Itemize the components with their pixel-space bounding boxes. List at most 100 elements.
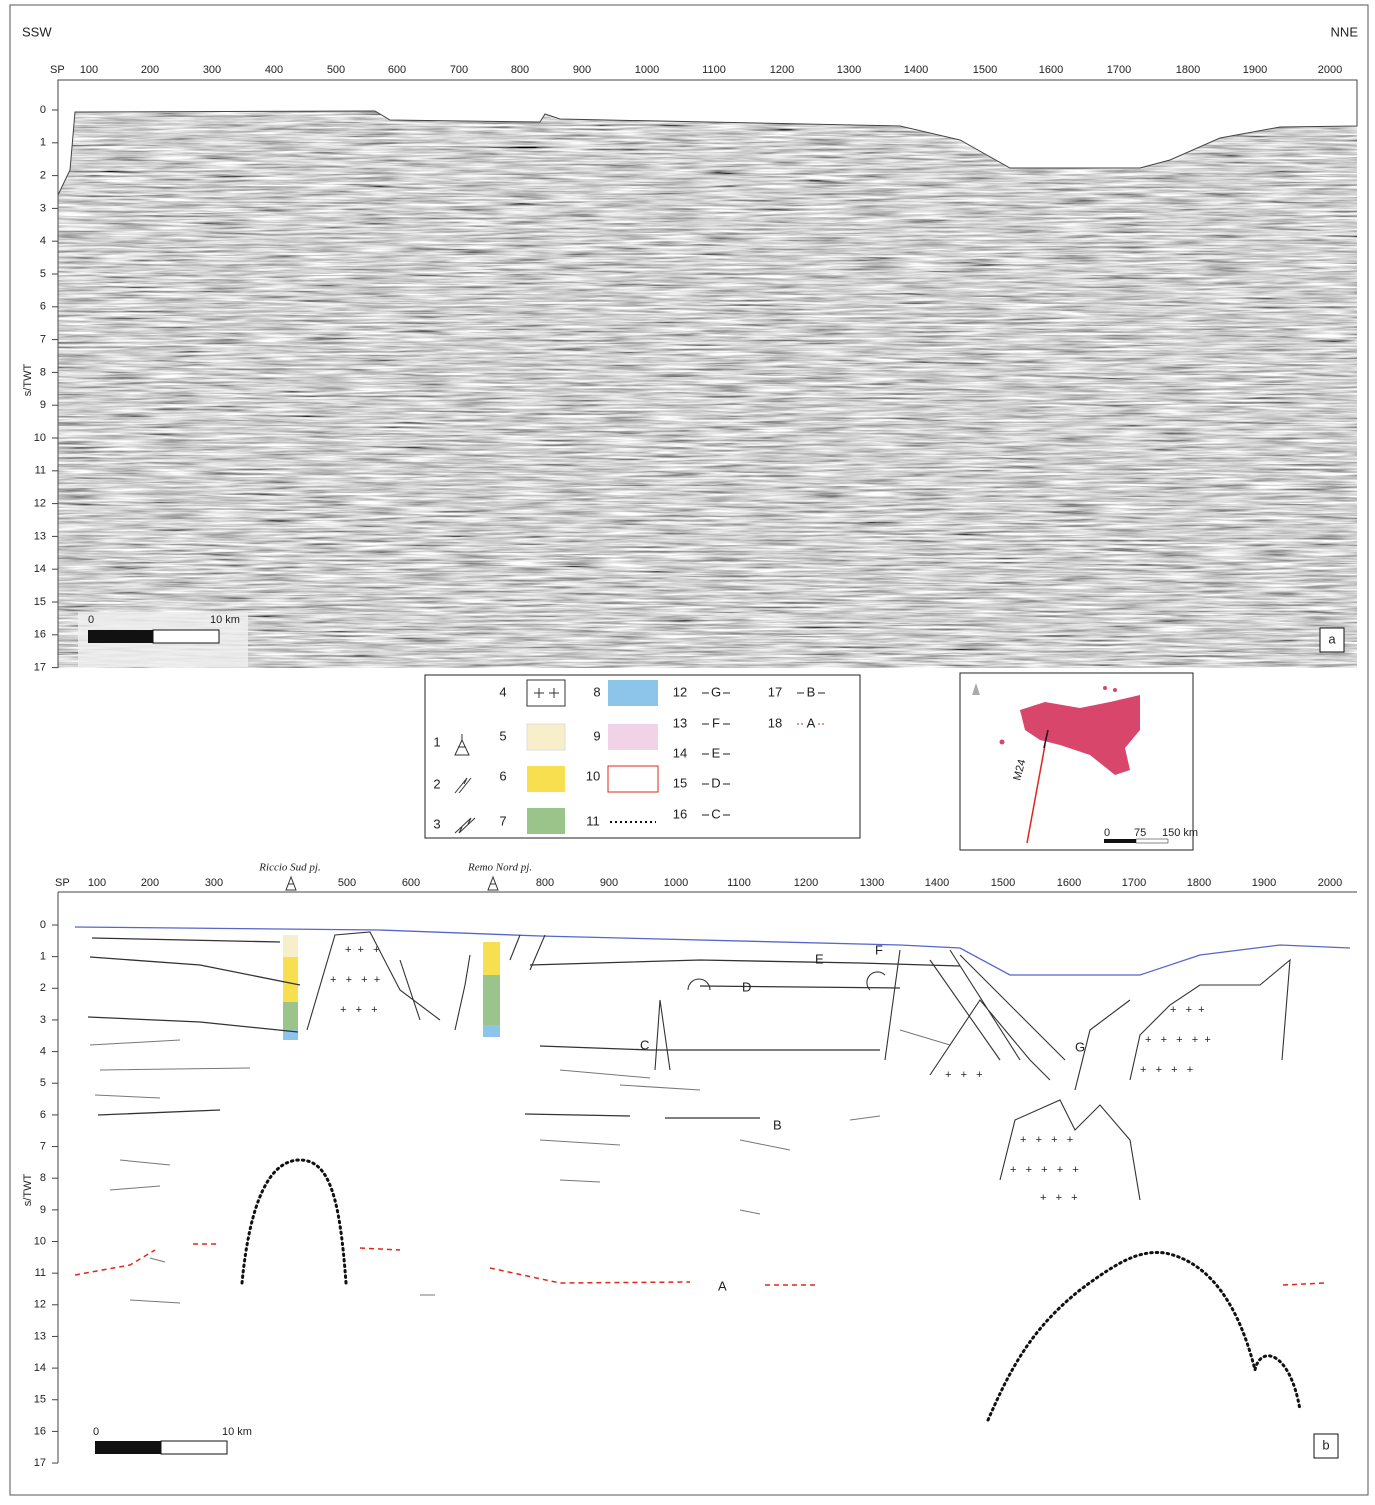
horizon-a (74, 1243, 1326, 1286)
well-column (283, 957, 298, 1002)
well-column (283, 1002, 298, 1030)
seismic-image (58, 80, 1357, 668)
svg-text:+ + +: + + + (945, 1069, 983, 1081)
right-label: NNE (1331, 24, 1359, 39)
sp-tick-label: 2000 (1318, 877, 1342, 889)
legend-number: 1 (433, 734, 440, 749)
body-outline (306, 931, 1291, 1201)
seabed (57, 79, 1358, 196)
legend-number: 12 (673, 684, 687, 699)
legend-number: 4 (499, 684, 506, 699)
legend-number: 6 (499, 768, 506, 783)
legend-label: F (712, 715, 720, 730)
y-tick-label: 15 (34, 596, 46, 608)
y-tick-label: 2 (40, 982, 46, 994)
sp-label: SP (55, 877, 70, 889)
sp-tick-label: 500 (327, 64, 345, 76)
sp-tick-label: 200 (141, 64, 159, 76)
legend-number: 13 (673, 715, 687, 730)
fault-symbol (454, 777, 472, 794)
map-scale-label: 0 (1104, 827, 1110, 839)
y-tick-label: 2 (40, 170, 46, 182)
scale-bar (88, 630, 153, 643)
sp-tick-label: 1500 (991, 877, 1015, 889)
horizon-label: G (1075, 1039, 1085, 1054)
sp-tick-label: 1000 (635, 64, 659, 76)
y-tick-label: 7 (40, 334, 46, 346)
sp-tick-label: 500 (338, 877, 356, 889)
y-tick-label: 6 (40, 301, 46, 313)
svg-text:+ + + +: + + + + (1140, 1064, 1193, 1076)
y-tick-label: 12 (34, 498, 46, 510)
legend (424, 674, 861, 839)
map-scale-label: 150 km (1162, 827, 1198, 839)
sp-tick-label: 300 (203, 64, 221, 76)
y-tick-label: 16 (34, 1425, 46, 1437)
sp-tick-label: 100 (88, 877, 106, 889)
sp-tick-label: 900 (573, 64, 591, 76)
y-tick-label: 4 (40, 1046, 46, 1058)
map-scale (1104, 839, 1136, 843)
island (1113, 688, 1117, 692)
swatch-cross (534, 688, 559, 698)
profile-line (1043, 729, 1049, 749)
y-label: s/TWT (22, 1174, 34, 1207)
sp-tick-label: 1000 (664, 877, 688, 889)
sp-tick-label: 600 (402, 877, 420, 889)
sp-tick-label: 1900 (1252, 877, 1276, 889)
sp-tick-label: 1200 (770, 64, 794, 76)
y-tick-label: 5 (40, 1077, 46, 1089)
legend-number: 8 (593, 684, 600, 699)
sp-tick-label: 2000 (1318, 64, 1342, 76)
well-column (483, 975, 500, 1025)
y-tick-label: 14 (34, 563, 46, 575)
y-tick-label: 6 (40, 1109, 46, 1121)
legend-number: 5 (499, 728, 506, 743)
horizon-label: B (773, 1117, 782, 1132)
horizon-label: A (718, 1278, 727, 1293)
horizon-label: E (815, 951, 824, 966)
svg-text:+ + +: + + + (340, 1004, 378, 1016)
y-tick-label: 15 (34, 1394, 46, 1406)
legend-label: G (711, 684, 721, 699)
well-symbol (454, 734, 470, 756)
panel-label: a (1328, 631, 1336, 646)
y-tick-label: 17 (34, 1457, 46, 1469)
sp-tick-label: 1600 (1057, 877, 1081, 889)
north-arrow (972, 683, 980, 695)
legend-number: 17 (768, 684, 782, 699)
panel-label-box (1319, 627, 1345, 653)
legend-number: 9 (593, 728, 600, 743)
swatch (526, 679, 566, 707)
legend-label: B (807, 684, 816, 699)
sp-tick-label: 1700 (1122, 877, 1146, 889)
sp-tick-label: 400 (265, 64, 283, 76)
sp-tick-label: 1300 (837, 64, 861, 76)
well-symbol (285, 875, 297, 891)
location-map: M24 0 75 150 km (959, 672, 1198, 851)
svg-text:+ + + +: + + + + (1020, 1134, 1073, 1146)
y-tick-label: 3 (40, 202, 46, 214)
swatch (607, 765, 659, 793)
sp-tick-label: 900 (600, 877, 618, 889)
sp-tick-label: 800 (536, 877, 554, 889)
y-tick-label: 4 (40, 235, 46, 247)
panel-label-box (1313, 1433, 1339, 1459)
sp-label: SP (50, 64, 65, 76)
y-tick-label: 5 (40, 268, 46, 280)
y-tick-label: 8 (40, 1172, 46, 1184)
y-tick-label: 11 (35, 1267, 46, 1279)
map-box (959, 672, 1194, 851)
swatch (526, 723, 566, 751)
sp-tick-label: 1800 (1187, 877, 1211, 889)
sp-tick-label: 1400 (904, 64, 928, 76)
sp-tick-label: 1400 (925, 877, 949, 889)
well-column (283, 1030, 298, 1040)
legend-number: 10 (586, 768, 600, 783)
sp-tick-label: 200 (141, 877, 159, 889)
legend-number: 18 (768, 715, 782, 730)
map-scale-label: 75 (1134, 827, 1146, 839)
well-column (483, 1025, 500, 1037)
sicily (1020, 695, 1140, 775)
y-tick-label: 9 (40, 399, 46, 411)
